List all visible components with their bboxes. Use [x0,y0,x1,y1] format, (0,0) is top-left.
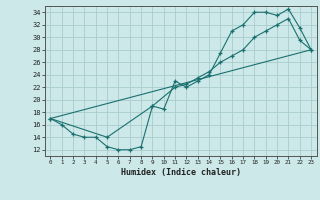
X-axis label: Humidex (Indice chaleur): Humidex (Indice chaleur) [121,168,241,177]
